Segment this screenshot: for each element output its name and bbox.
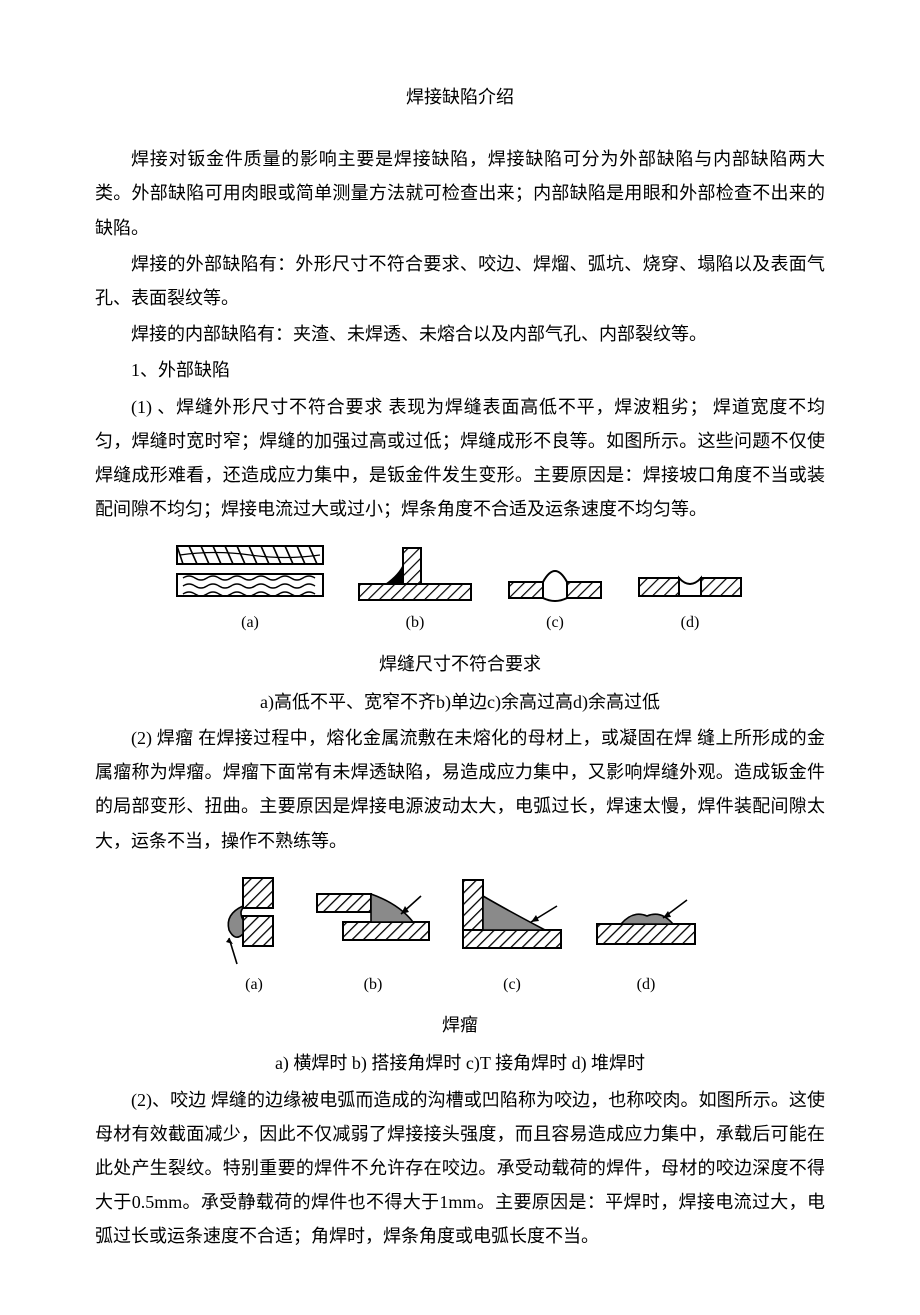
figure-2: (a) (b) [95, 876, 825, 1000]
figure-2-caption: 焊瘤 [95, 1008, 825, 1042]
figure-1: (a) (b) [95, 544, 825, 638]
figure-1d-label: (d) [681, 608, 700, 638]
figure-2a: (a) [219, 876, 289, 1000]
figure-2c-label: (c) [503, 970, 521, 1000]
horizontal-weld-overlap-icon [219, 876, 289, 968]
figure-1b: (b) [355, 544, 475, 638]
figure-1d: (d) [635, 556, 745, 638]
figure-2b: (b) [313, 876, 433, 1000]
single-side-icon [355, 544, 475, 606]
figure-2d-label: (d) [637, 970, 656, 1000]
t-fillet-overlap-icon [457, 876, 567, 968]
figure-2a-label: (a) [245, 970, 263, 1000]
figure-1-caption: 焊缝尺寸不符合要求 [95, 647, 825, 681]
section-1-heading: 1、外部缺陷 [95, 353, 825, 387]
figure-2-legend: a) 横焊时 b) 搭接角焊时 c)T 接角焊时 d) 堆焊时 [95, 1046, 825, 1080]
paragraph-item-2: (2) 焊瘤 在焊接过程中，熔化金属流敷在未熔化的母材上，或凝固在焊 缝上所形成… [95, 721, 825, 858]
lap-fillet-overlap-icon [313, 876, 433, 968]
figure-1a: (a) [175, 544, 325, 638]
paragraph-external: 焊接的外部缺陷有：外形尺寸不符合要求、咬边、焊熘、弧坑、烧穿、塌陷以及表面气孔、… [95, 247, 825, 315]
excess-height-icon [505, 556, 605, 606]
figure-1b-label: (b) [406, 608, 425, 638]
figure-1c-label: (c) [546, 608, 564, 638]
figure-2d: (d) [591, 876, 701, 1000]
figure-2c: (c) [457, 876, 567, 1000]
figure-2b-label: (b) [364, 970, 383, 1000]
paragraph-item-1: (1) 、焊缝外形尺寸不符合要求 表现为焊缝表面高低不平，焊波粗劣； 焊道宽度不… [95, 390, 825, 527]
figure-1a-label: (a) [241, 608, 259, 638]
low-height-icon [635, 556, 745, 606]
paragraph-intro: 焊接对钣金件质量的影响主要是焊接缺陷，焊接缺陷可分为外部缺陷与内部缺陷两大类。外… [95, 142, 825, 245]
figure-1c: (c) [505, 556, 605, 638]
buildup-overlap-icon [591, 876, 701, 968]
figure-1-legend: a)高低不平、宽窄不齐b)单边c)余高过高d)余高过低 [95, 685, 825, 719]
paragraph-item-3: (2)、咬边 焊缝的边缘被电弧而造成的沟槽或凹陷称为咬边，也称咬肉。如图所示。这… [95, 1083, 825, 1254]
uneven-weld-icon [175, 544, 325, 606]
doc-title: 焊接缺陷介绍 [95, 80, 825, 114]
paragraph-internal: 焊接的内部缺陷有：夹渣、未焊透、未熔合以及内部气孔、内部裂纹等。 [95, 317, 825, 351]
